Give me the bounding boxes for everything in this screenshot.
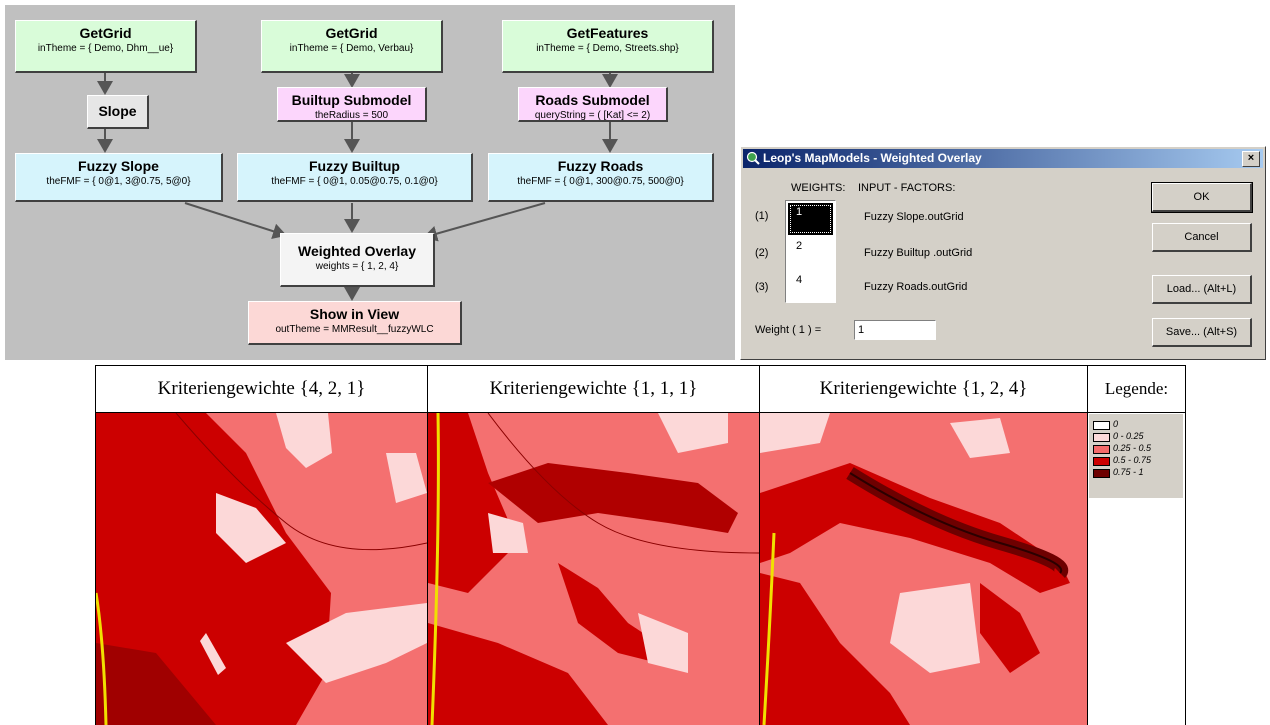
weights-list[interactable]: 1 2 4 [785,200,836,303]
weight-item[interactable]: 2 [796,240,803,252]
dialog-titlebar[interactable]: Leop's MapModels - Weighted Overlay × [743,149,1263,168]
legend-header: Legende: [1088,366,1186,413]
legend-swatch [1093,445,1110,454]
legend-swatch [1093,421,1110,430]
map-header: Kriteriengewichte {1, 1, 1} [428,366,760,413]
weighted-overlay-node[interactable]: Weighted Overlay weights = { 1, 2, 4} [280,233,435,287]
row-index: (2) [755,247,769,259]
diagram-connectors [97,73,618,301]
getgrid-verbau-node[interactable]: GetGrid inTheme = { Demo, Verbau} [261,20,443,73]
roads-submodel-node[interactable]: Roads Submodel queryString = ( [Kat] <= … [518,87,668,122]
getfeatures-node[interactable]: GetFeatures inTheme = { Demo, Streets.sh… [502,20,714,73]
node-param: inTheme = { Demo, Verbau} [289,43,414,54]
node-title: Show in View [309,306,400,322]
map-header: Kriteriengewichte {1, 2, 4} [760,366,1088,413]
node-title: GetGrid [79,25,132,41]
node-param: theFMF = { 0@1, 3@0.75, 5@0} [46,176,191,187]
node-title: Fuzzy Slope [78,158,159,174]
legend-swatch [1093,457,1110,466]
node-param: queryString = ( [Kat] <= 2) [534,110,651,121]
node-param: theFMF = { 0@1, 0.05@0.75, 0.1@0} [271,176,438,187]
node-title: Slope [98,103,137,119]
map-header: Kriteriengewichte {4, 2, 1} [96,366,428,413]
legend-label: 0 [1113,419,1119,429]
close-button[interactable]: × [1242,151,1260,167]
node-param: outTheme = MMResult__fuzzyWLC [275,324,434,335]
node-title: Fuzzy Roads [557,158,644,174]
row-index: (1) [755,210,769,222]
show-in-view-node[interactable]: Show in View outTheme = MMResult__fuzzyW… [248,301,462,345]
map-weights-4-2-1 [96,413,428,725]
node-title: Fuzzy Builtup [309,158,400,174]
getgrid-dhm-node[interactable]: GetGrid inTheme = { Demo, Dhm__ue} [15,20,197,73]
legend-swatch [1093,469,1110,478]
node-title: Builtup Submodel [291,92,412,108]
row-index: (3) [755,281,769,293]
builtup-submodel-node[interactable]: Builtup Submodel theRadius = 500 [277,87,427,122]
node-param: inTheme = { Demo, Dhm__ue} [37,43,174,54]
weights-header: WEIGHTS: [791,182,846,194]
legend-column: 0 0 - 0.25 0.25 - 0.5 0.5 - 0.75 0.75 - … [1088,413,1186,725]
weight-label: Weight ( 1 ) = [755,324,822,336]
legend-label: 0 - 0.25 [1113,431,1144,441]
node-title: Weighted Overlay [297,243,416,259]
map-weights-1-2-4 [760,413,1088,725]
factor-label: Fuzzy Slope.outGrid [864,211,964,223]
factor-label: Fuzzy Roads.outGrid [864,281,968,293]
node-title: GetFeatures [566,25,649,41]
map-image [428,413,759,725]
cancel-button[interactable]: Cancel [1152,223,1252,252]
legend-label: 0.25 - 0.5 [1113,443,1152,453]
maps-table: Kriteriengewichte {4, 2, 1} Kriteriengew… [95,365,1186,725]
weight-item[interactable]: 4 [796,274,803,286]
weighted-overlay-dialog: Leop's MapModels - Weighted Overlay × WE… [740,146,1266,360]
node-param: theFMF = { 0@1, 300@0.75, 500@0} [517,176,684,187]
weight-item[interactable]: 1 [788,203,833,235]
legend-label: 0.75 - 1 [1113,467,1144,477]
map-weights-1-1-1 [428,413,760,725]
slope-node[interactable]: Slope [87,95,149,129]
model-diagram: GetGrid inTheme = { Demo, Dhm__ue} GetGr… [5,5,735,360]
load-button[interactable]: Load... (Alt+L) [1152,275,1252,304]
dialog-title: Leop's MapModels - Weighted Overlay [763,151,982,165]
node-param: inTheme = { Demo, Streets.shp} [536,43,679,54]
map-image [96,413,427,725]
node-title: GetGrid [325,25,378,41]
node-param: weights = { 1, 2, 4} [315,261,399,272]
legend-swatch [1093,433,1110,442]
fuzzy-slope-node[interactable]: Fuzzy Slope theFMF = { 0@1, 3@0.75, 5@0} [15,153,223,202]
save-button[interactable]: Save... (Alt+S) [1152,318,1252,347]
node-param: theRadius = 500 [314,110,389,121]
legend: 0 0 - 0.25 0.25 - 0.5 0.5 - 0.75 0.75 - … [1089,414,1183,498]
legend-label: 0.5 - 0.75 [1113,455,1152,465]
fuzzy-builtup-node[interactable]: Fuzzy Builtup theFMF = { 0@1, 0.05@0.75,… [237,153,473,202]
factor-label: Fuzzy Builtup .outGrid [864,247,973,259]
weight-input[interactable] [854,320,936,340]
node-title: Roads Submodel [535,92,650,108]
fuzzy-roads-node[interactable]: Fuzzy Roads theFMF = { 0@1, 300@0.75, 50… [488,153,714,202]
map-image [760,413,1087,725]
magnifier-globe-icon [746,151,760,165]
ok-button[interactable]: OK [1151,182,1253,213]
factors-header: INPUT - FACTORS: [858,182,956,194]
